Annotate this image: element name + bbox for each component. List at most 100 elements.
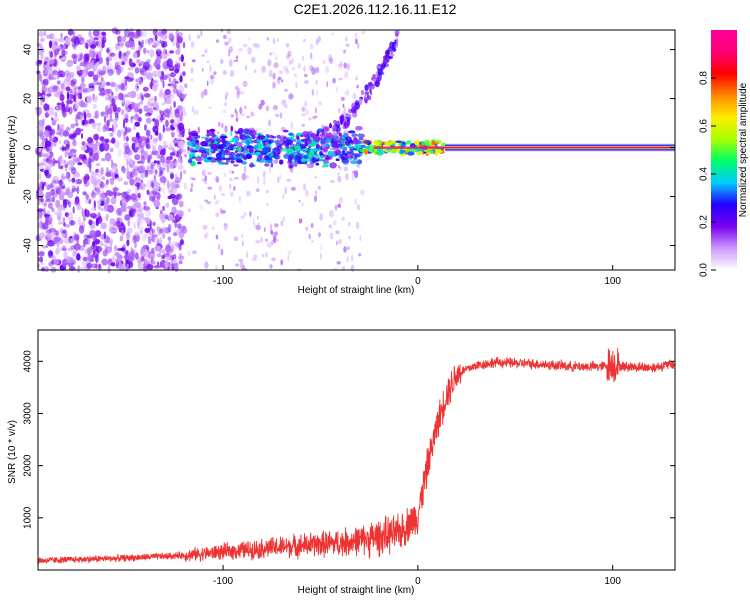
band-spot bbox=[241, 140, 245, 143]
noise-spot bbox=[137, 216, 142, 224]
noise-spot bbox=[149, 220, 152, 229]
noise-spot bbox=[269, 52, 272, 56]
noise-spot bbox=[360, 31, 366, 34]
snr-frame bbox=[37, 329, 676, 571]
noise-spot bbox=[49, 53, 54, 59]
noise-spot bbox=[346, 88, 349, 97]
band-spot bbox=[270, 151, 274, 157]
noise-spot bbox=[177, 133, 182, 137]
noise-spot bbox=[308, 233, 312, 240]
noise-spot bbox=[118, 262, 124, 272]
noise-spot bbox=[71, 187, 78, 192]
noise-spot bbox=[267, 59, 272, 67]
noise-spot bbox=[79, 54, 83, 61]
noise-spot bbox=[221, 209, 226, 214]
noise-spot bbox=[85, 193, 89, 200]
band-spot bbox=[253, 144, 259, 151]
noise-spot bbox=[106, 236, 110, 244]
noise-spot bbox=[63, 78, 67, 83]
noise-spot bbox=[239, 106, 243, 115]
noise-spot bbox=[83, 242, 86, 248]
noise-spot bbox=[153, 236, 159, 244]
noise-spot bbox=[140, 146, 144, 154]
noise-spot bbox=[95, 168, 99, 173]
noise-spot bbox=[228, 59, 233, 68]
noise-spot bbox=[55, 230, 60, 237]
noise-spot bbox=[76, 185, 80, 195]
noise-spot bbox=[85, 39, 91, 47]
band-spot bbox=[332, 135, 336, 139]
noise-spot bbox=[59, 94, 65, 102]
noise-spot bbox=[226, 28, 231, 35]
noise-spot bbox=[73, 37, 80, 46]
spectrogram-arc bbox=[295, 29, 400, 153]
noise-spot bbox=[38, 211, 43, 218]
noise-spot bbox=[182, 62, 186, 67]
band-spot bbox=[288, 154, 295, 160]
band-spot bbox=[300, 158, 307, 163]
noise-spot bbox=[93, 37, 99, 41]
noise-spot bbox=[51, 133, 55, 141]
noise-spot bbox=[79, 62, 84, 67]
noise-spot bbox=[106, 119, 110, 127]
band-spot bbox=[424, 139, 430, 146]
noise-spot bbox=[105, 196, 110, 204]
noise-spot bbox=[60, 50, 68, 56]
noise-spot bbox=[52, 210, 58, 215]
noise-spot bbox=[184, 83, 188, 89]
noise-spot bbox=[229, 70, 235, 77]
noise-spot bbox=[111, 165, 118, 172]
noise-spot bbox=[253, 43, 258, 46]
noise-spot bbox=[164, 214, 169, 219]
noise-spot bbox=[56, 243, 59, 248]
arc-spot bbox=[346, 115, 351, 123]
noise-spot bbox=[287, 254, 290, 262]
noise-spot bbox=[155, 152, 160, 157]
noise-spot bbox=[341, 216, 345, 221]
snr-y-label: SNR (10 * v/v) bbox=[7, 420, 18, 484]
band-spot bbox=[360, 144, 366, 148]
noise-spot bbox=[140, 155, 145, 165]
noise-spot bbox=[255, 43, 260, 49]
noise-spot bbox=[224, 172, 226, 178]
y-tick-label: 4000 bbox=[23, 350, 34, 373]
noise-spot bbox=[38, 31, 45, 37]
noise-spot bbox=[133, 201, 137, 206]
noise-spot bbox=[60, 57, 67, 61]
band-spot bbox=[190, 136, 195, 140]
arc-spot bbox=[371, 77, 374, 81]
noise-spot bbox=[94, 207, 97, 211]
noise-spot bbox=[242, 265, 246, 269]
noise-spot bbox=[81, 208, 84, 217]
noise-spot bbox=[122, 35, 127, 43]
noise-spot bbox=[134, 67, 140, 74]
noise-spot bbox=[228, 168, 232, 174]
noise-spot bbox=[134, 240, 137, 249]
arc-spot bbox=[336, 120, 340, 126]
noise-spot bbox=[97, 50, 102, 59]
noise-spot bbox=[82, 256, 88, 262]
noise-spot bbox=[317, 36, 321, 42]
noise-spot bbox=[113, 186, 118, 195]
noise-spot bbox=[65, 102, 69, 111]
noise-spot bbox=[59, 155, 63, 162]
band-spot bbox=[322, 161, 330, 165]
spectrogram-noise-spots bbox=[35, 27, 366, 274]
noise-spot bbox=[38, 213, 41, 218]
noise-spot bbox=[100, 243, 107, 247]
band-spot bbox=[276, 134, 281, 139]
noise-spot bbox=[271, 257, 276, 262]
noise-spot bbox=[82, 119, 89, 125]
noise-spot bbox=[346, 255, 349, 263]
noise-spot bbox=[170, 173, 174, 180]
noise-spot bbox=[168, 78, 171, 83]
noise-spot bbox=[172, 160, 179, 164]
noise-spot bbox=[153, 199, 161, 208]
noise-spot bbox=[44, 266, 49, 273]
noise-spot bbox=[265, 252, 268, 258]
noise-spot bbox=[175, 49, 181, 55]
noise-spot bbox=[49, 214, 53, 223]
noise-spot bbox=[266, 105, 269, 111]
noise-spot bbox=[165, 255, 169, 262]
noise-spot bbox=[96, 186, 101, 193]
